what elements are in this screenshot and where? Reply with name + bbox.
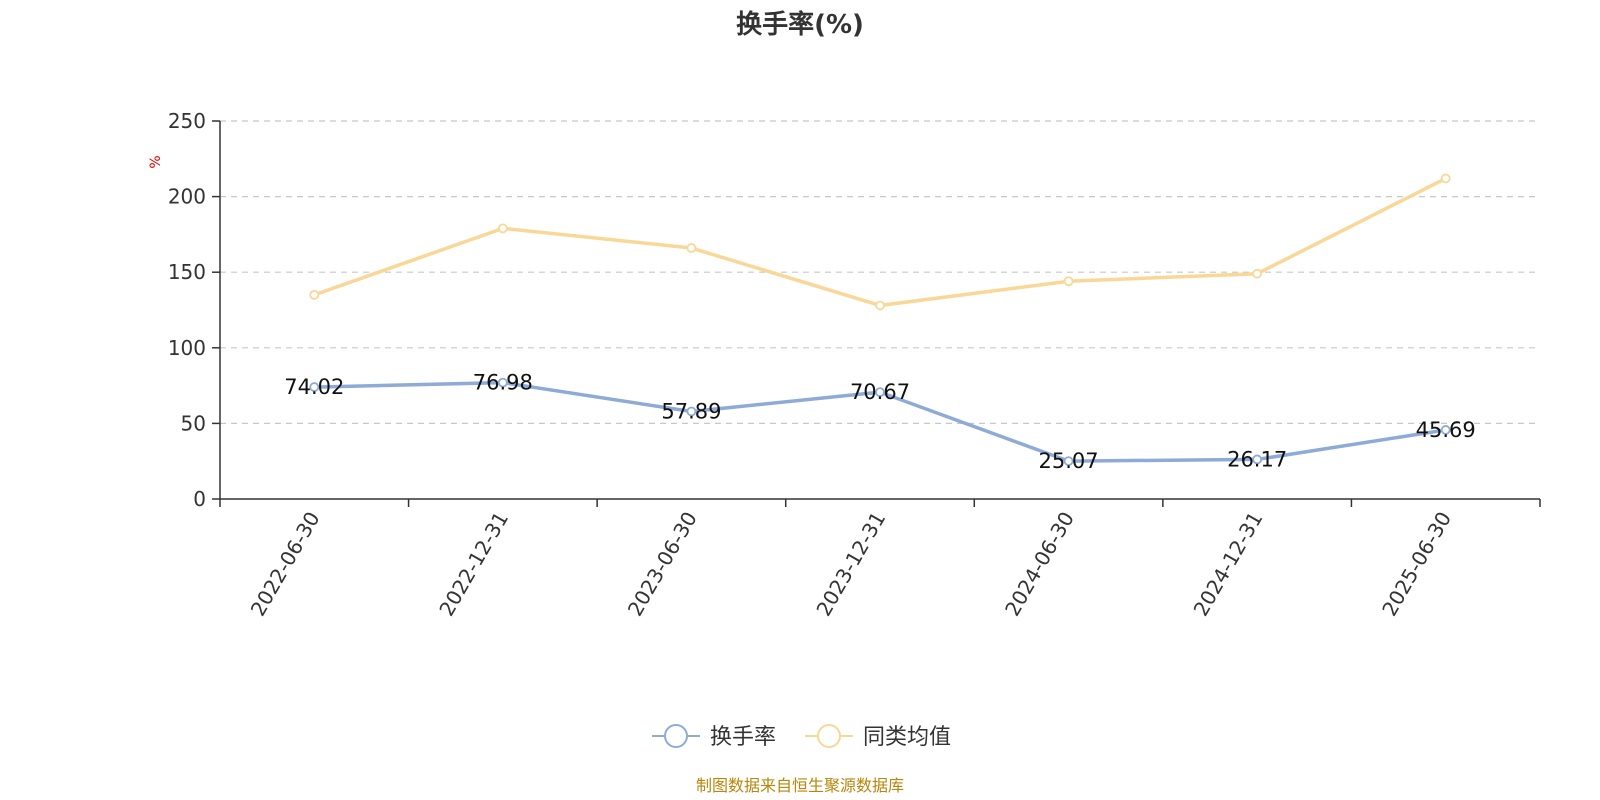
source-note: 制图数据来自恒生聚源数据库 [696,776,904,795]
y-tick-label: 200 [168,185,206,209]
data-point [497,223,508,234]
y-tick-label: 250 [168,109,206,133]
data-label: 57.89 [661,399,721,423]
series-line [312,176,1448,308]
x-axis-ticks: 2022-06-30 2022-12-31 2023-06-30 2023-12-31… [219,499,1541,621]
x-tick-label: 2022-12-31 [434,508,513,621]
y-tick-label: 150 [168,260,206,284]
x-tick-label: 2023-06-30 [623,508,702,621]
chart-title: 换手率(%) [736,9,864,40]
y-tick-label: 100 [168,336,206,360]
data-label: 45.69 [1416,418,1476,442]
y-tick-label: 50 [181,411,206,435]
x-tick-label: 2024-12-31 [1189,508,1268,621]
data-point [1440,425,1451,435]
y-tick-label: 0 [193,487,206,511]
y-axis-ticks: 0 50 100 150 200 250 [168,109,220,511]
axes [219,121,1540,500]
legend[interactable]: 换手率 同类均值 [652,724,951,750]
data-point [1440,173,1451,184]
legend-label: 同类均值 [863,725,951,750]
data-label: 74.02 [284,375,344,399]
data-label: 76.98 [473,371,533,395]
data-point [309,382,320,392]
data-point [686,243,697,253]
gridlines [220,120,1540,424]
data-label: 26.17 [1227,447,1287,471]
x-tick-label: 2023-12-31 [811,508,890,621]
data-point [686,406,697,417]
series-layer: 74.02 76.98 57.89 70.67 25.07 26.17 45.69 [284,173,1476,473]
data-point [1252,454,1263,465]
x-tick-label: 2024-06-30 [1000,508,1079,621]
data-point [1063,456,1074,466]
legend-marker [817,724,841,748]
y-axis-unit: % [148,155,164,168]
data-label: 70.67 [850,380,910,404]
data-point [1252,268,1263,279]
legend-label: 换手率 [710,725,776,750]
data-point [309,289,320,300]
data-point [875,300,885,311]
data-label: 25.07 [1039,449,1099,473]
x-tick-label: 2022-06-30 [246,508,325,621]
data-point [1063,276,1074,287]
x-tick-label: 2025-06-30 [1377,508,1456,621]
data-point [497,377,508,388]
data-point [875,387,885,398]
legend-marker [664,724,688,748]
